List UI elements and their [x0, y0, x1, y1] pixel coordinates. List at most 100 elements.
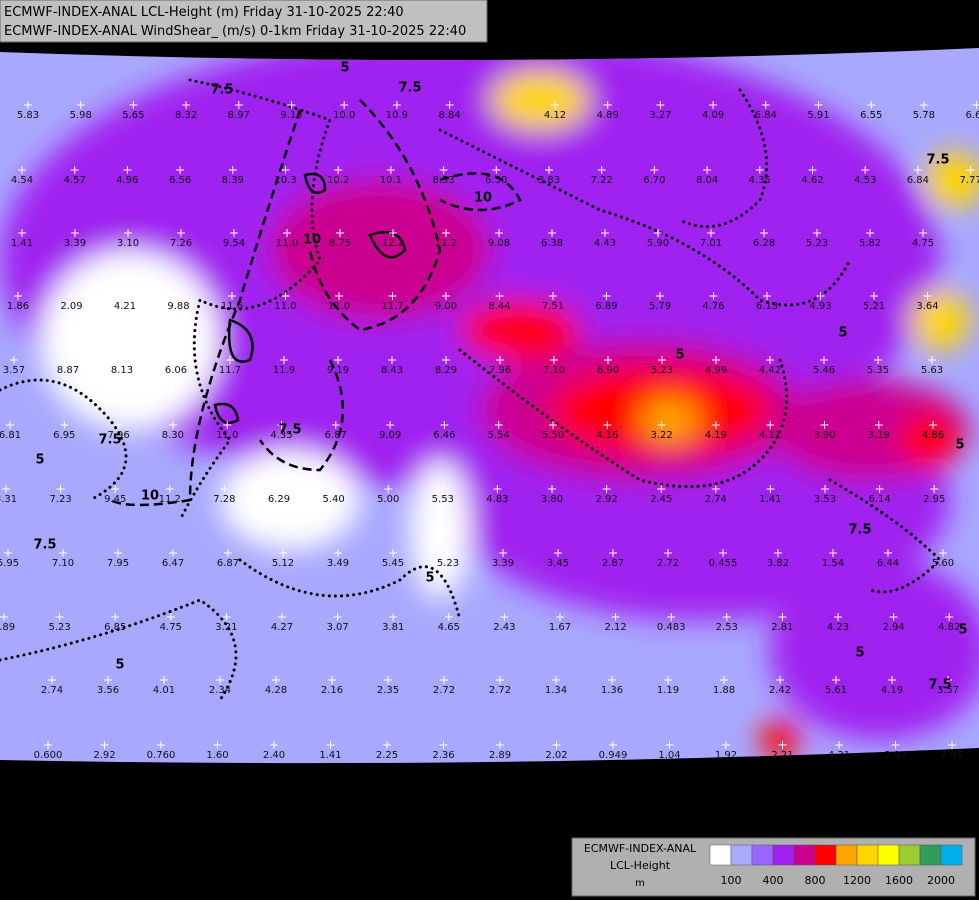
station-value: 3.64 [916, 301, 938, 312]
station-value: 5.45 [382, 558, 404, 569]
station-marker [439, 166, 448, 174]
station-value: 11.0 [276, 238, 298, 249]
station-value: 3.83 [538, 175, 560, 186]
station-marker [388, 356, 396, 364]
station-marker [121, 292, 129, 300]
legend-swatch [898, 844, 921, 866]
station-marker [944, 676, 952, 684]
station-marker [340, 101, 349, 109]
station-value: 1.41 [319, 750, 341, 761]
station-marker [129, 101, 138, 109]
station-marker [820, 356, 828, 364]
station-marker [440, 676, 448, 684]
station-marker [60, 421, 69, 429]
station-marker [220, 485, 229, 493]
station-marker [603, 101, 612, 109]
station-marker [71, 229, 79, 237]
station-marker [331, 421, 340, 429]
station-value: 1.54 [822, 558, 844, 569]
station-marker [760, 229, 768, 237]
station-value: 5.91 [807, 110, 829, 121]
station-value: 6.87 [325, 430, 347, 441]
station-marker [67, 292, 76, 300]
station-marker [18, 229, 26, 237]
station-value: 7.23 [49, 494, 71, 505]
station-marker [874, 356, 882, 364]
station-marker [554, 549, 562, 557]
station-marker [602, 292, 611, 300]
station-marker [667, 613, 676, 621]
station-marker [283, 229, 291, 237]
contour-label: 5 [675, 348, 684, 363]
station-value: 6.28 [753, 238, 775, 249]
contour-label: 5 [958, 623, 967, 638]
station-value: 4.28 [265, 685, 287, 696]
station-marker [551, 101, 559, 109]
station-marker [611, 613, 620, 621]
legend-swatch [772, 844, 795, 866]
station-marker [603, 421, 612, 429]
station-marker [719, 549, 727, 557]
contour-label: 10 [303, 233, 321, 248]
station-marker [114, 421, 123, 429]
station-marker [766, 356, 774, 364]
legend-swatch [751, 844, 774, 866]
station-value: 3.90 [813, 430, 835, 441]
station-marker [776, 676, 784, 684]
station-marker [495, 292, 504, 300]
station-value: 6.84 [755, 110, 777, 121]
station-marker [913, 166, 922, 174]
station-marker [445, 101, 454, 109]
station-value: 11.0 [216, 430, 238, 441]
station-value: 1.19 [657, 685, 679, 696]
station-marker [720, 676, 728, 684]
station-value: 4.35 [749, 175, 771, 186]
station-value: 6.85 [104, 622, 126, 633]
station-value: 4.86 [922, 430, 944, 441]
station-marker [499, 549, 507, 557]
legend-swatch [814, 844, 837, 866]
station-value: 3.89 [0, 622, 15, 633]
station-value: 7.51 [542, 301, 564, 312]
station-marker [548, 485, 556, 493]
station-value: 4.82 [938, 622, 960, 633]
station-value: 11.7 [219, 365, 241, 376]
station-value: 6.47 [162, 558, 184, 569]
station-marker [597, 166, 606, 174]
station-value: 3.49 [327, 558, 349, 569]
station-value: 1.67 [549, 622, 571, 633]
station-marker [722, 613, 731, 621]
station-marker [275, 485, 283, 493]
station-marker [656, 101, 665, 109]
station-marker [709, 292, 718, 300]
station-marker [966, 166, 975, 174]
station-value: 8.32 [175, 110, 197, 121]
station-value: 11.0 [328, 301, 350, 312]
station-value: 5.79 [649, 301, 671, 312]
station-value: 9.19 [327, 365, 349, 376]
station-marker [493, 485, 502, 493]
station-value: 4.93 [809, 301, 831, 312]
contour-label: 5 [955, 438, 964, 453]
station-marker [712, 356, 720, 364]
station-marker [386, 166, 395, 174]
station-marker [835, 741, 843, 749]
contour-label: 5 [115, 658, 124, 673]
station-value: 7.10 [52, 558, 74, 569]
station-value: 9.08 [488, 238, 510, 249]
station-value: 11.6 [221, 301, 243, 312]
station-marker [495, 229, 503, 237]
station-value: 2.92 [595, 494, 617, 505]
station-marker [609, 741, 617, 749]
station-value: 5.65 [122, 110, 144, 121]
station-marker [329, 485, 338, 493]
station-marker [326, 741, 335, 749]
contour-label: 7.5 [926, 153, 949, 168]
station-value: 10.1 [380, 175, 402, 186]
station-value: 5.35 [867, 365, 889, 376]
station-marker [0, 613, 8, 621]
station-value: 9.00 [435, 301, 457, 312]
station-marker [711, 485, 720, 493]
station-marker [213, 741, 222, 749]
